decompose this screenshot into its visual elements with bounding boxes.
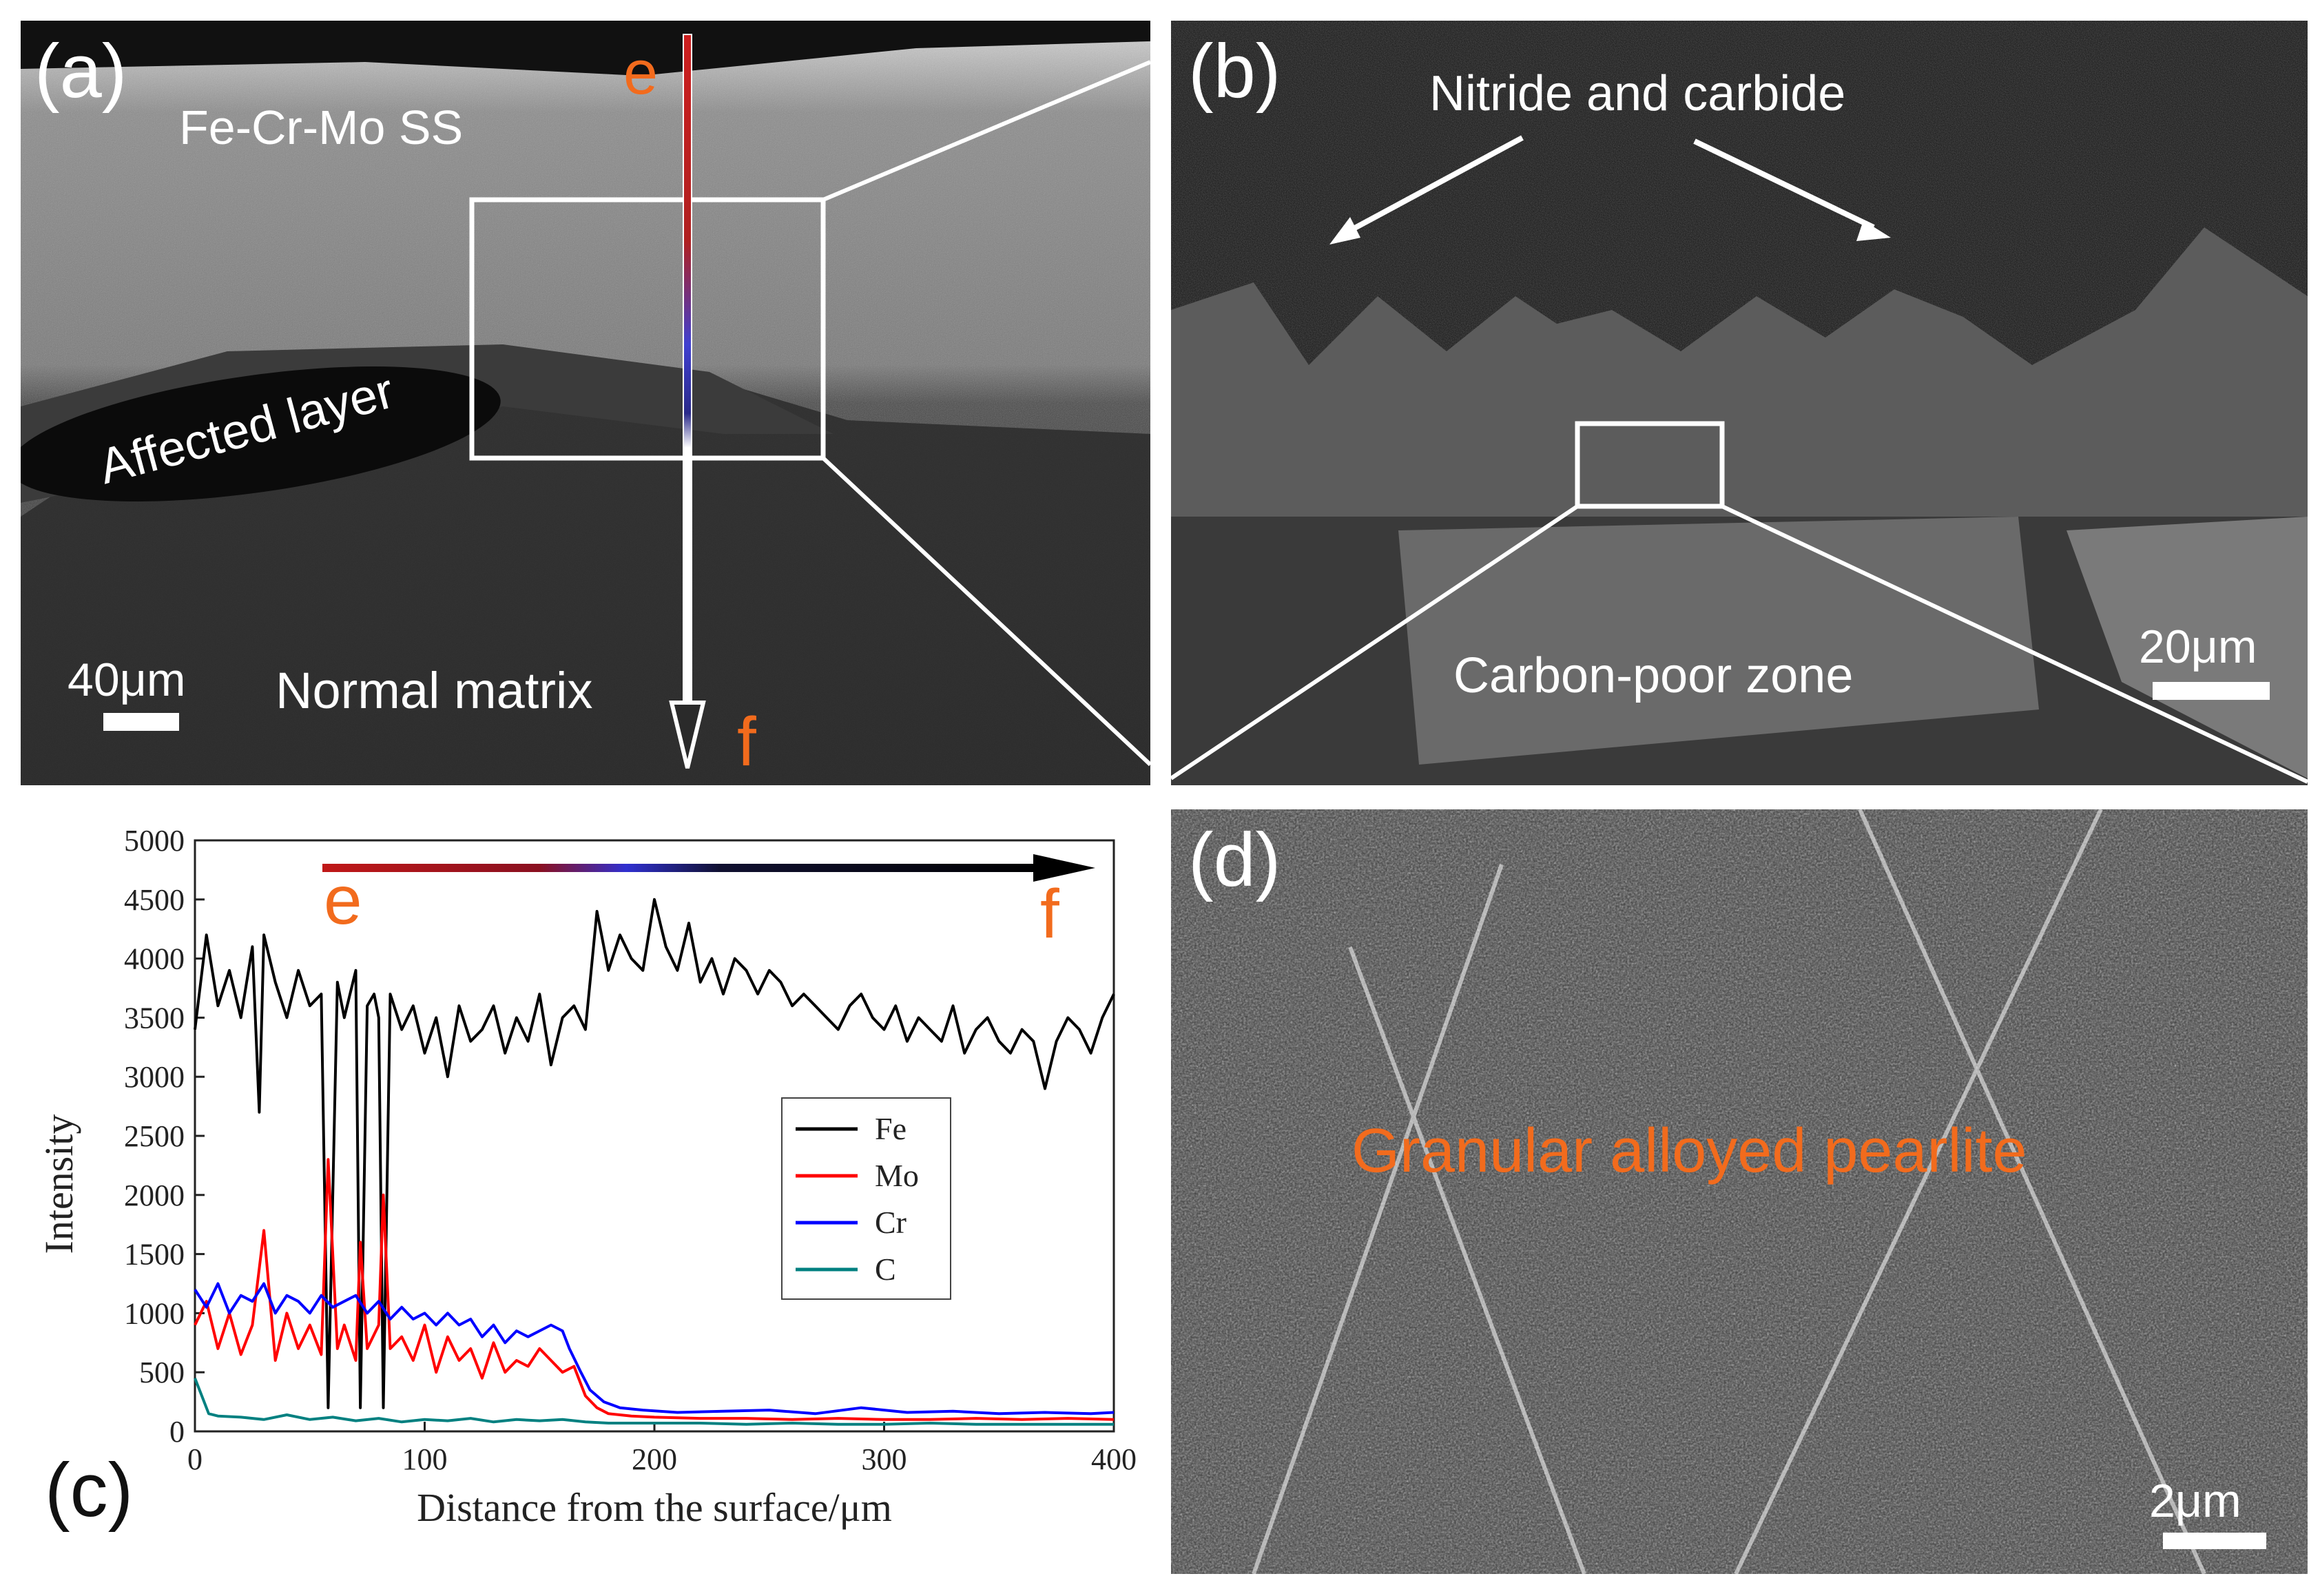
- y-tick-label: 500: [139, 1356, 185, 1389]
- panel-label-a: (a): [34, 29, 127, 114]
- chart-direction-arrow-shaft: [322, 864, 1046, 872]
- sem-image-a: [21, 21, 1150, 785]
- panel-label-d: (d): [1188, 818, 1281, 902]
- x-tick-label: 0: [187, 1442, 203, 1476]
- y-tick-label: 1500: [124, 1238, 185, 1272]
- series-line-mo: [194, 1158, 1115, 1421]
- arrow-start-label-a: e: [623, 39, 659, 107]
- y-tick-label: 3000: [124, 1060, 185, 1094]
- x-tick-label: 200: [632, 1442, 677, 1476]
- carbon-poor-zone-label: Carbon-poor zone: [1453, 648, 1854, 703]
- y-tick-label: 1000: [124, 1296, 185, 1330]
- scale-label-d: 2μm: [2149, 1475, 2241, 1527]
- series-line-c: [194, 1378, 1114, 1426]
- nitride-carbide-label: Nitride and carbide: [1429, 66, 1846, 121]
- y-tick-label: 3500: [124, 1001, 185, 1035]
- chart-arrow-start-label: e: [324, 862, 362, 939]
- y-tick-label: 5000: [124, 824, 185, 858]
- panel-label-c: (c): [45, 1448, 134, 1533]
- series-line-cr: [194, 1282, 1115, 1416]
- legend-box: [781, 1097, 951, 1300]
- pearlite-label: Granular alloyed pearlite: [1351, 1117, 2027, 1185]
- scale-label-a: 40μm: [68, 654, 186, 706]
- series-line-fe: [194, 898, 1115, 1409]
- chart-direction-arrow-head: [1033, 854, 1095, 882]
- panel-a: (a) e Fe-Cr-Mo SS Affected layer Normal …: [21, 21, 1150, 785]
- x-tick-label: 100: [402, 1442, 448, 1476]
- arrow-end-label-a: f: [737, 703, 756, 780]
- normal-matrix-label: Normal matrix: [276, 662, 593, 719]
- sem-image-b: [1171, 21, 2308, 785]
- legend-label-c: C: [875, 1252, 896, 1287]
- y-tick-label: 4000: [124, 942, 185, 976]
- legend-label-fe: Fe: [875, 1111, 907, 1146]
- y-tick-label: 0: [169, 1415, 185, 1449]
- sem-image-d: [1171, 809, 2308, 1574]
- y-tick-label: 4500: [124, 883, 185, 917]
- line-chart: 0 100 200 300 400050010001500200025003000350…: [37, 824, 1137, 1530]
- x-axis-title: Distance from the surface/μm: [417, 1485, 892, 1530]
- y-tick-label: 2500: [124, 1119, 185, 1153]
- scale-label-b: 20μm: [2139, 621, 2257, 673]
- panel-label-b: (b): [1188, 29, 1281, 114]
- panel-c: 0 100 200 300 400 0 500 1000 1500 2000 2500 3000 350…: [0, 806, 1164, 1596]
- legend-label-cr: Cr: [875, 1205, 907, 1240]
- x-tick-label: 300: [862, 1442, 907, 1476]
- panel-d: (d) Granular alloyed pearlite 2μm: [1171, 809, 2308, 1574]
- panel-b: (b) Nitride and carbide Carbon-poor zone…: [1171, 21, 2308, 785]
- x-tick-label: 400: [1091, 1442, 1137, 1476]
- material-label: Fe-Cr-Mo SS: [179, 101, 464, 154]
- legend-label-mo: Mo: [875, 1158, 919, 1193]
- chart-arrow-end-label: f: [1040, 875, 1059, 953]
- y-tick-label: 2000: [124, 1179, 185, 1212]
- y-axis-title: Intensity: [37, 1115, 81, 1254]
